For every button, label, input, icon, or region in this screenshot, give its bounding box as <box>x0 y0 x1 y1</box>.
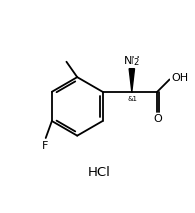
Text: OH: OH <box>171 73 188 83</box>
Text: &1: &1 <box>128 96 138 102</box>
Text: F: F <box>42 141 48 151</box>
Text: HCl: HCl <box>88 166 111 179</box>
Text: 2: 2 <box>134 58 139 67</box>
Text: NH: NH <box>124 56 141 66</box>
Text: O: O <box>154 115 162 125</box>
Polygon shape <box>129 69 135 92</box>
